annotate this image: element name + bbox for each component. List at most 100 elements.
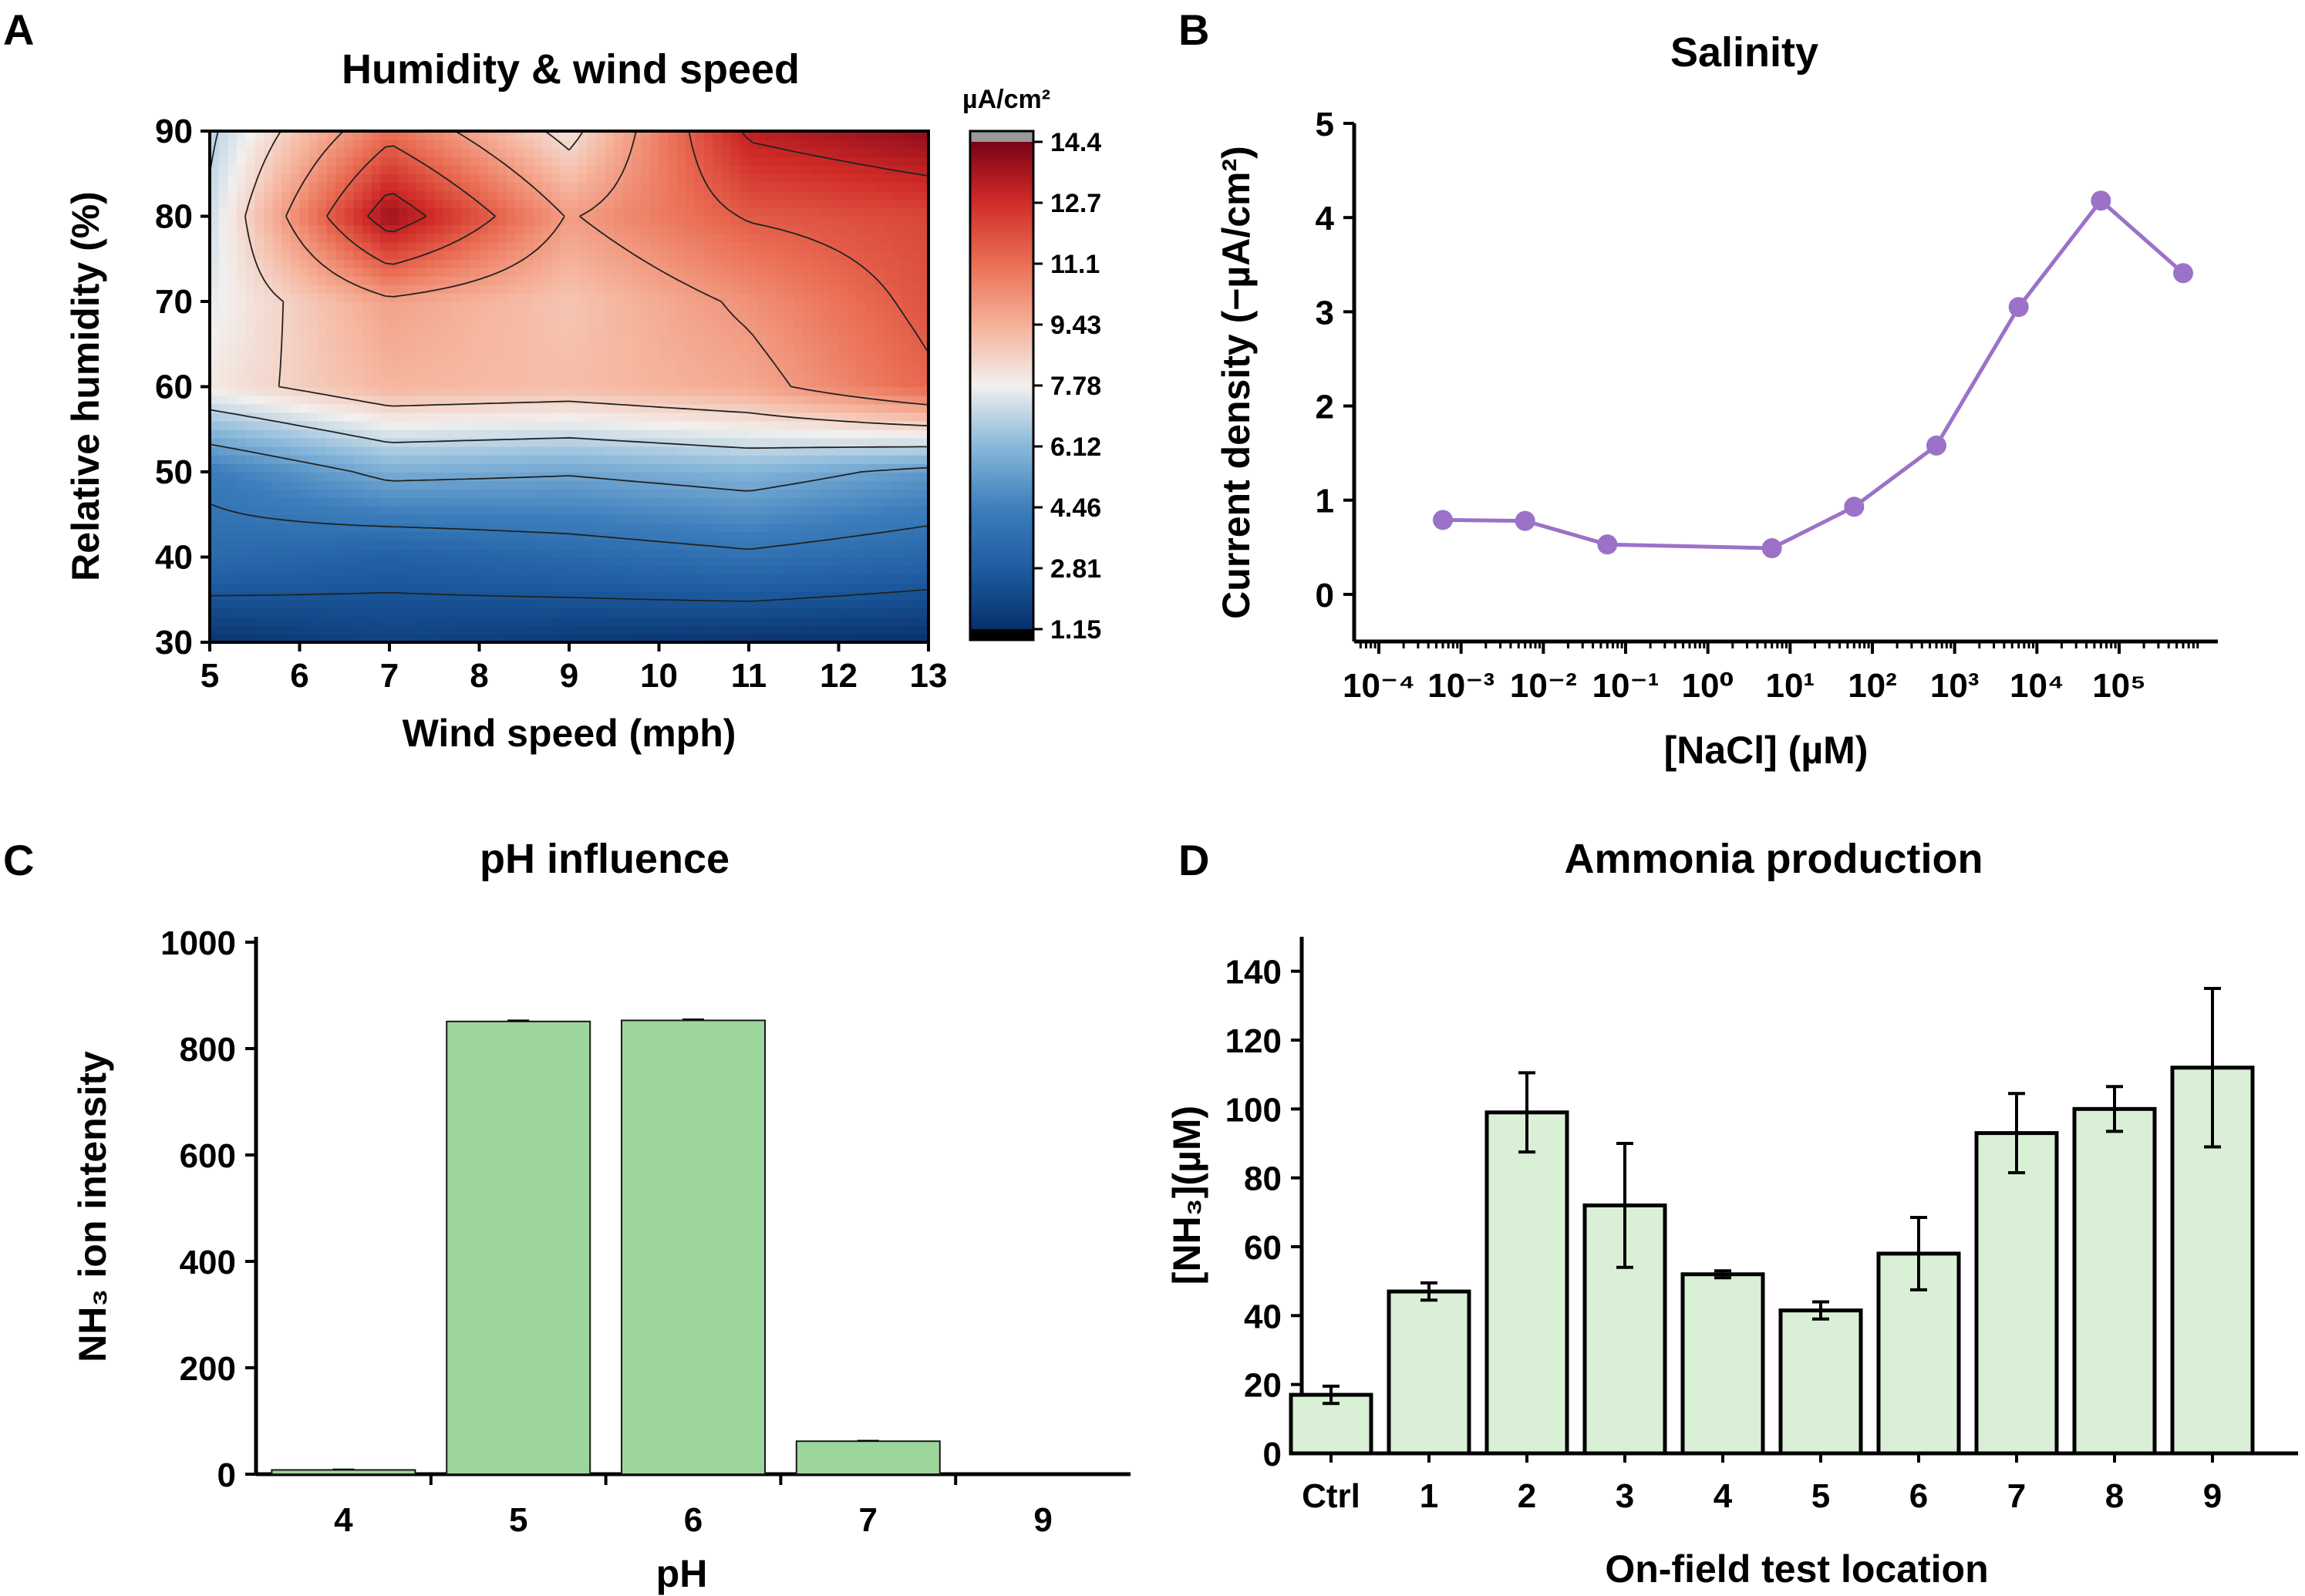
heatmap-cell (676, 292, 687, 302)
heatmap-cell (829, 327, 840, 336)
heatmap-cell (398, 489, 409, 498)
heatmap-cell (344, 267, 355, 277)
heatmap-cell (470, 216, 480, 226)
heatmap-cell (434, 250, 444, 260)
heatmap-cell (802, 565, 813, 575)
heatmap-cell (290, 608, 301, 618)
heatmap-cell (676, 335, 687, 345)
heatmap-cell (389, 361, 399, 371)
heatmap-cell (416, 616, 426, 626)
heatmap-cell (722, 633, 732, 642)
heatmap-cell (542, 378, 552, 388)
heatmap-cell (461, 514, 471, 524)
heatmap-cell (236, 369, 247, 379)
heatmap-cell (218, 369, 229, 379)
heatmap-cell (649, 565, 660, 575)
heatmap-cell (722, 216, 732, 226)
heatmap-cell (479, 463, 489, 473)
heatmap-cell (892, 250, 902, 260)
heatmap-cell (686, 506, 696, 516)
heatmap-cell (838, 437, 848, 447)
heatmap-cell (595, 557, 606, 567)
heatmap-cell (308, 361, 318, 371)
heatmap-cell (569, 275, 579, 285)
heatmap-cell (362, 157, 372, 166)
heatmap-cell (488, 344, 498, 354)
heatmap-cell (730, 633, 741, 642)
heatmap-cell (245, 633, 256, 642)
heatmap-cell (371, 250, 382, 260)
heatmap-cell (676, 574, 687, 584)
heatmap-cell (326, 335, 336, 345)
heatmap-cell (452, 625, 462, 635)
heatmap-cell (524, 173, 534, 184)
heatmap-cell (901, 224, 912, 234)
heatmap-cell (740, 241, 750, 251)
heatmap-cell (524, 446, 534, 456)
heatmap-cell (821, 233, 831, 243)
heatmap-cell (362, 258, 372, 268)
heatmap-cell (443, 480, 453, 490)
heatmap-cell (515, 403, 525, 413)
heatmap-cell (281, 523, 291, 533)
heatmap-cell (587, 386, 597, 396)
heatmap-cell (551, 454, 561, 464)
heatmap-cell (254, 633, 265, 642)
heatmap-cell (919, 531, 928, 541)
heatmap-cell (757, 403, 768, 413)
heatmap-cell (308, 301, 318, 311)
heatmap-cell (821, 403, 831, 413)
heatmap-cell (452, 233, 462, 243)
heatmap-cell (569, 514, 579, 524)
heatmap-cell (856, 301, 867, 311)
heatmap-cell (353, 531, 363, 541)
heatmap-cell (263, 233, 274, 243)
heatmap-cell (353, 369, 363, 379)
heatmap-cell (595, 429, 606, 439)
heatmap-cell (497, 599, 507, 609)
heatmap-cell (668, 258, 678, 268)
heatmap-cell (236, 386, 247, 396)
heatmap-cell (686, 182, 696, 192)
heatmap-cell (641, 506, 651, 516)
heatmap-cell (542, 608, 552, 618)
heatmap-cell (515, 633, 525, 642)
heatmap-cell (443, 318, 453, 328)
heatmap-cell (479, 437, 489, 447)
heatmap-cell (344, 454, 355, 464)
heatmap-cell (811, 207, 821, 217)
heatmap-cell (236, 378, 247, 388)
heatmap-cell (767, 241, 777, 251)
heatmap-cell (551, 548, 561, 558)
heatmap-cell (622, 301, 633, 311)
heatmap-cell (605, 446, 615, 456)
heatmap-cell (784, 591, 795, 601)
heatmap-cell (775, 386, 786, 396)
heatmap-cell (416, 165, 426, 175)
heatmap-cell (344, 557, 355, 567)
heatmap-cell (676, 420, 687, 430)
heatmap-cell (326, 633, 336, 642)
heatmap-cell (299, 335, 309, 345)
heatmap-cell (614, 625, 624, 635)
heatmap-cell (848, 327, 858, 336)
heatmap-cell (605, 344, 615, 354)
heatmap-cell (622, 557, 633, 567)
heatmap-cell (416, 327, 426, 336)
heatmap-cell (353, 250, 363, 260)
heatmap-cell (434, 258, 444, 268)
heatmap-cell (299, 318, 309, 328)
heatmap-cell (452, 548, 462, 558)
heatmap-cell (569, 446, 579, 456)
heatmap-cell (703, 284, 714, 294)
heatmap-cell (676, 267, 687, 277)
heatmap-cell (416, 497, 426, 507)
heatmap-cell (227, 420, 238, 430)
heatmap-cell (317, 182, 328, 192)
heatmap-cell (488, 199, 498, 209)
heatmap-cell (362, 241, 372, 251)
heatmap-cell (695, 344, 705, 354)
heatmap-cell (515, 557, 525, 567)
heatmap-cell (479, 352, 489, 362)
heatmap-cell (569, 258, 579, 268)
